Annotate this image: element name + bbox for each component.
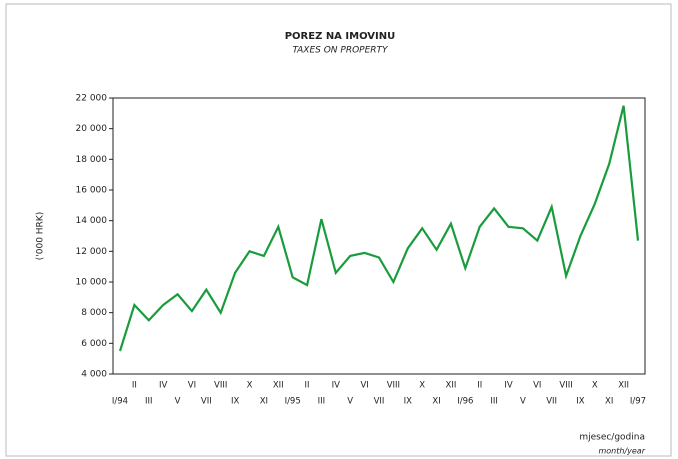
plot-frame [112, 97, 646, 375]
x-tick-label: VIII [214, 381, 227, 391]
x-tick-label: IV [504, 381, 513, 391]
y-tick-label: 16 000 [76, 186, 108, 196]
x-tick-label: X [592, 381, 598, 391]
x-tick-label: VI [188, 381, 196, 391]
x-tick-label: III [490, 397, 498, 407]
x-tick-label: I/97 [630, 397, 646, 407]
x-tick-label: XI [605, 397, 613, 407]
x-tick-label: X [247, 381, 253, 391]
x-tick-label: IX [576, 397, 585, 407]
x-tick-label: III [318, 397, 326, 407]
y-tick-label: 6 000 [81, 339, 107, 349]
x-tick-label: XII [618, 381, 629, 391]
x-tick-label: II [305, 381, 310, 391]
y-tick-label: 18 000 [76, 155, 108, 165]
x-tick-label: II [477, 381, 482, 391]
x-tick-label: V [520, 397, 526, 407]
y-tick-label: 22 000 [76, 94, 108, 104]
x-tick-label: VII [374, 397, 385, 407]
x-axis-label-sub: month/year [598, 447, 645, 456]
x-tick-label: III [145, 397, 153, 407]
x-tick-label: I/96 [457, 397, 473, 407]
x-tick-label: VII [546, 397, 557, 407]
x-tick-label: XII [446, 381, 457, 391]
frame [5, 3, 672, 457]
y-tick-label: 4 000 [81, 370, 107, 380]
x-tick-label: IV [159, 381, 168, 391]
x-tick-label: IX [231, 397, 240, 407]
chart-subtitle: TAXES ON PROPERTY [292, 46, 389, 56]
y-tick-label: 8 000 [81, 308, 107, 318]
x-tick-label: I/94 [112, 397, 128, 407]
x-tick-label: I/95 [285, 397, 301, 407]
x-tick-label: VI [533, 381, 541, 391]
x-tick-label: V [175, 397, 181, 407]
x-tick-label: VIII [559, 381, 572, 391]
chart-title: POREZ NA IMOVINU [285, 31, 396, 42]
y-tick-label: 12 000 [76, 247, 108, 257]
x-tick-label: VI [360, 381, 368, 391]
x-tick-label: IV [332, 381, 341, 391]
x-tick-label: XII [273, 381, 284, 391]
y-axis-label: ('000 HRK) [36, 212, 46, 260]
x-tick-label: IX [404, 397, 413, 407]
x-tick-label: II [132, 381, 137, 391]
x-axis-label: mjesec/godina [579, 433, 645, 443]
y-tick-label: 10 000 [76, 278, 108, 288]
x-tick-label: VII [201, 397, 212, 407]
y-tick-label: 14 000 [76, 216, 108, 226]
x-tick-label: X [419, 381, 425, 391]
x-tick-label: VIII [387, 381, 400, 391]
x-tick-label: XI [260, 397, 268, 407]
y-tick-label: 20 000 [76, 124, 108, 134]
data-line [118, 105, 640, 352]
x-tick-label: V [347, 397, 353, 407]
x-tick-label: XI [432, 397, 440, 407]
